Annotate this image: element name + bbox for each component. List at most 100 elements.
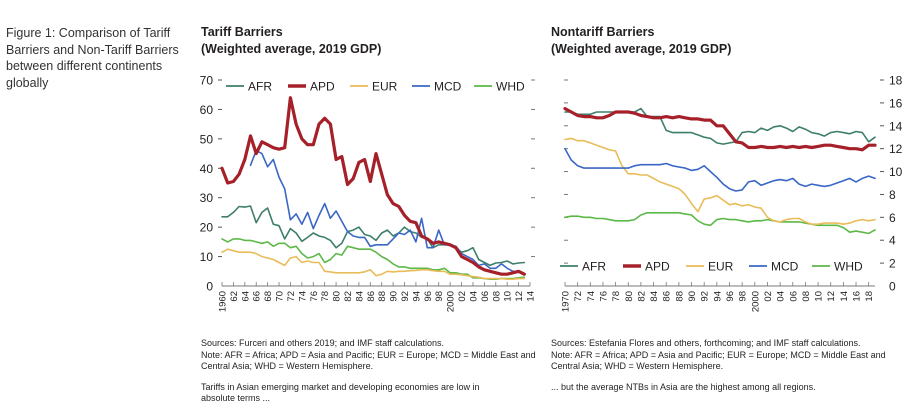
x-tick-label: 12 [826,291,837,302]
series-line-apd [563,106,877,152]
x-tick-label: 2000 [446,291,457,312]
y-tick-label: 8 [889,188,896,202]
x-tick-label: 96 [423,291,434,302]
tariff-title: Tariff Barriers [201,25,283,39]
x-tick-label: 1960 [218,291,229,312]
series-line-afr [221,205,526,267]
x-tick-label: 14 [526,291,537,302]
x-tick-label: 84 [649,291,660,302]
x-tick-label: 92 [700,291,711,302]
x-tick-label: 08 [801,291,812,302]
x-tick-label: 96 [725,291,736,302]
nontariff-subtitle: (Weighted average, 2019 GDP) [551,42,732,56]
y-tick-label: 10 [889,165,903,179]
x-tick-label: 88 [674,291,685,302]
figure-caption: Figure 1: Comparison of Tariff Barriers … [6,26,179,90]
x-tick-label: 74 [586,291,597,302]
legend: AFR APD EUR MCD WHD [226,80,525,94]
y-tick-label: 12 [889,142,903,156]
tariff-chart-title: Tariff Barriers (Weighted average, 2019 … [201,24,381,58]
x-tick-label: 16 [852,291,863,302]
x-tick-label: 10 [503,291,514,302]
nontariff-takeaway: ... but the average NTBs in Asia are the… [551,381,816,392]
y-tick-label: 4 [889,234,896,248]
y-tick-label: 16 [889,96,903,110]
x-tick-label: 14 [839,291,850,302]
x-tick-label: 02 [763,291,774,302]
y-tick-label: 70 [200,74,214,88]
series-line-mcd [249,149,520,273]
x-tick-label: 62 [229,291,240,302]
series-line-eur [564,137,876,225]
x-tick-label: 82 [636,291,647,302]
legend-label-eur: EUR [372,80,398,94]
x-tick-label: 10 [814,291,825,302]
y-tick-label: 10 [200,250,214,264]
x-tick-label: 06 [480,291,491,302]
x-tick-label: 06 [788,291,799,302]
x-tick-label: 76 [309,291,320,302]
x-tick-label: 72 [286,291,297,302]
y-tick-label: 40 [200,162,214,176]
legend: AFR APD EUR MCD WHD [560,260,863,274]
tariff-notes: Sources: Furceri and others 2019; and IM… [201,338,546,405]
series-line-mcd [564,147,876,192]
x-tick-label: 08 [491,291,502,302]
x-tick-label: 18 [864,291,875,302]
x-tick-label: 1970 [561,291,572,312]
y-tick-label: 2 [889,257,896,271]
x-tick-label: 90 [389,291,400,302]
legend-label-afr: AFR [248,80,272,94]
x-tick-label: 90 [687,291,698,302]
tariff-subtitle: (Weighted average, 2019 GDP) [201,42,382,56]
y-tick-label: 6 [889,211,896,225]
series-line-whd [221,238,526,281]
x-tick-label: 80 [332,291,343,302]
legend-label-afr: AFR [582,260,606,274]
legend-label-apd: APD [310,80,335,94]
y-tick-label: 0 [206,280,213,294]
series-line-whd [564,212,876,235]
tariff-note: Note: AFR = Africa; APD = Asia and Pacif… [201,349,536,372]
x-tick-label: 88 [377,291,388,302]
x-tick-label: 66 [252,291,263,302]
x-tick-label: 2000 [750,291,761,312]
y-tick-label: 18 [889,74,903,88]
nontariff-source: Sources: Estefania Flores and others, fo… [551,338,861,348]
x-tick-label: 04 [468,291,479,302]
x-tick-label: 94 [411,291,422,302]
x-tick-label: 72 [573,291,584,302]
nontariff-title: Nontariff Barriers [551,25,655,39]
legend-label-mcd: MCD [771,260,799,274]
y-tick-label: 14 [889,119,903,133]
nontariff-note: Note: AFR = Africa; APD = Asia and Pacif… [551,349,886,372]
x-tick-label: 70 [275,291,286,302]
tariff-source: Sources: Furceri and others 2019; and IM… [201,338,444,348]
x-tick-label: 98 [738,291,749,302]
legend-label-whd: WHD [834,260,863,274]
series-line-eur [221,248,526,281]
x-tick-label: 82 [343,291,354,302]
x-tick-label: 92 [400,291,411,302]
x-tick-label: 94 [712,291,723,302]
x-tick-label: 04 [776,291,787,302]
y-tick-label: 30 [200,191,214,205]
legend-label-apd: APD [645,260,670,274]
legend-label-eur: EUR [708,260,734,274]
x-tick-label: 86 [366,291,377,302]
x-tick-label: 98 [434,291,445,302]
legend-label-whd: WHD [496,80,525,94]
x-tick-label: 12 [514,291,525,302]
y-tick-label: 0 [889,280,896,294]
x-tick-label: 02 [457,291,468,302]
y-tick-label: 60 [200,103,214,117]
x-tick-label: 84 [354,291,365,302]
x-tick-label: 78 [611,291,622,302]
y-tick-label: 20 [200,221,214,235]
x-tick-label: 78 [320,291,331,302]
x-tick-label: 64 [240,291,251,302]
x-tick-label: 76 [598,291,609,302]
legend-label-mcd: MCD [434,80,462,94]
